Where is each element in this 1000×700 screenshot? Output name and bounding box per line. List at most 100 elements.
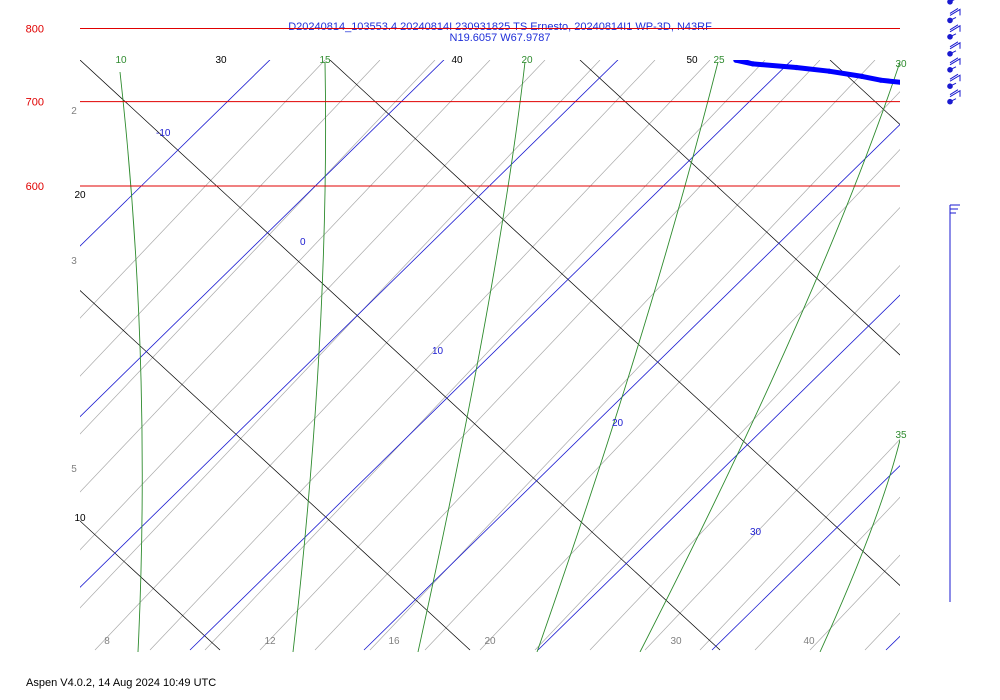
background-grid <box>80 60 1000 652</box>
dewpoint-point <box>787 53 792 58</box>
isotherm-label: 10 <box>432 346 444 357</box>
mixing-ratio-line <box>80 60 436 435</box>
title-line-2: N19.6057 W67.9787 <box>449 32 551 44</box>
mixing-ratio-line <box>424 149 900 651</box>
wind-barb <box>949 73 961 87</box>
dewpoint-point <box>750 61 756 67</box>
isotherm-line <box>537 294 900 651</box>
mixing-ratio-line <box>149 60 711 651</box>
pressure-label-700: 700 <box>26 97 44 109</box>
mixing-ratio-line <box>204 60 766 651</box>
isotherm-label: -10 <box>156 128 171 139</box>
mixing-ratio-line <box>534 264 900 651</box>
mixing-ratio-line <box>80 60 326 319</box>
dewpoint-point <box>870 43 875 48</box>
dry-adiabat-line <box>80 60 721 651</box>
mixing-ratio-line <box>754 496 900 651</box>
moist-adiabat-curve <box>639 61 900 652</box>
wind-point <box>947 17 953 24</box>
isotherm-line <box>711 465 900 651</box>
wind-profile <box>947 0 961 602</box>
mixing-ratio-label: 16 <box>388 636 400 647</box>
mixing-ratio-label: 20 <box>484 636 496 647</box>
mixing-ratio-line <box>259 60 821 651</box>
dewpoint-point <box>805 48 810 53</box>
wind-barb <box>949 7 961 21</box>
mixing-ratio-line <box>699 438 900 651</box>
dry-adiabat-line <box>829 60 900 126</box>
moist-adiabat-label: 20 <box>521 55 533 66</box>
dewpoint-point <box>943 18 948 23</box>
mixing-ratio-line <box>644 380 900 651</box>
moist-adiabat-label: 25 <box>713 55 725 66</box>
moist-adiabat-curve <box>292 61 327 652</box>
dry-adiabat-line <box>80 289 471 651</box>
moist-adiabat-label: 35 <box>895 430 907 441</box>
dewpoint-point <box>917 38 922 43</box>
mixing-ratio-line <box>80 60 546 551</box>
isotherm-line <box>80 60 271 247</box>
mixing-ratio-line <box>920 60 1000 650</box>
mixing-ratio-line <box>479 206 900 651</box>
dewpoint-point <box>960 12 965 17</box>
isotherm-line <box>885 635 900 651</box>
dewpoint-point <box>930 90 935 95</box>
dewpoint-point <box>972 6 977 11</box>
isotherm-label: 20 <box>612 418 624 429</box>
title-line-1: D20240814_103553.4 20240814I 230931825 T… <box>288 21 712 33</box>
mixing-ratio-line <box>80 60 381 377</box>
wind-barb <box>949 24 961 38</box>
mixing-ratio-label: 2 <box>71 106 77 117</box>
dewpoint-point <box>926 33 931 38</box>
wind-barb-top <box>950 204 960 214</box>
pressure-label-600: 600 <box>26 181 44 193</box>
isotherm-label: 30 <box>750 527 762 538</box>
mixing-ratio-line <box>864 612 900 651</box>
isotherm-line <box>80 60 619 588</box>
mixing-ratio-line <box>80 60 491 493</box>
chart-title: D20240814_103553.4 20240814I 230931825 T… <box>0 22 1000 44</box>
dewpoint-point <box>859 73 865 79</box>
footer-version: Aspen V4.0.2, 14 Aug 2024 10:49 UTC <box>26 677 217 689</box>
dewpoint-point <box>826 68 832 74</box>
dewpoint-point <box>898 80 900 85</box>
dewpoint-line <box>733 60 900 85</box>
dewpoint-point <box>739 60 744 61</box>
dewpoint-point <box>793 64 799 71</box>
wind-barb <box>949 89 961 103</box>
moist-adiabat-curve <box>536 61 719 652</box>
isotherm-line <box>363 123 900 651</box>
dry-adiabat-line <box>80 520 221 651</box>
mixing-ratio-line <box>589 322 900 651</box>
moist-adiabat-label: 10 <box>115 55 127 66</box>
isotherm-label: 0 <box>300 237 306 248</box>
dry-adiabat-label: 20 <box>74 190 86 201</box>
dry-adiabat-label: 40 <box>451 55 463 66</box>
mixing-ratio-label: 30 <box>670 636 682 647</box>
pressure-label-800: 800 <box>26 24 44 36</box>
dry-adiabat-label: 30 <box>215 55 227 66</box>
mixing-ratio-line <box>80 60 601 609</box>
dewpoint-point <box>733 60 739 63</box>
mixing-ratio-line <box>94 60 656 651</box>
moist-adiabat-curve <box>417 61 526 652</box>
wind-barb <box>949 0 955 3</box>
dewpoint-point <box>933 23 938 28</box>
dry-adiabat-line <box>579 60 900 356</box>
moist-adiabat-curve <box>819 439 900 652</box>
dry-adiabat-label: 10 <box>74 513 86 524</box>
dry-adiabat-label: 50 <box>686 55 698 66</box>
isotherm-line <box>189 60 793 651</box>
mixing-ratio-label: 8 <box>104 636 110 647</box>
wind-barb <box>949 41 961 55</box>
dewpoint-point <box>988 0 993 4</box>
mixing-ratio-line <box>975 60 1000 650</box>
mixing-ratio-label: 12 <box>264 636 276 647</box>
moist-adiabat-label: 15 <box>319 55 331 66</box>
mixing-ratio-label: 5 <box>71 464 77 475</box>
pressure-lines: 6007008009001000 <box>26 24 900 193</box>
dewpoint-point <box>878 77 884 83</box>
dewpoint-point <box>921 85 926 90</box>
